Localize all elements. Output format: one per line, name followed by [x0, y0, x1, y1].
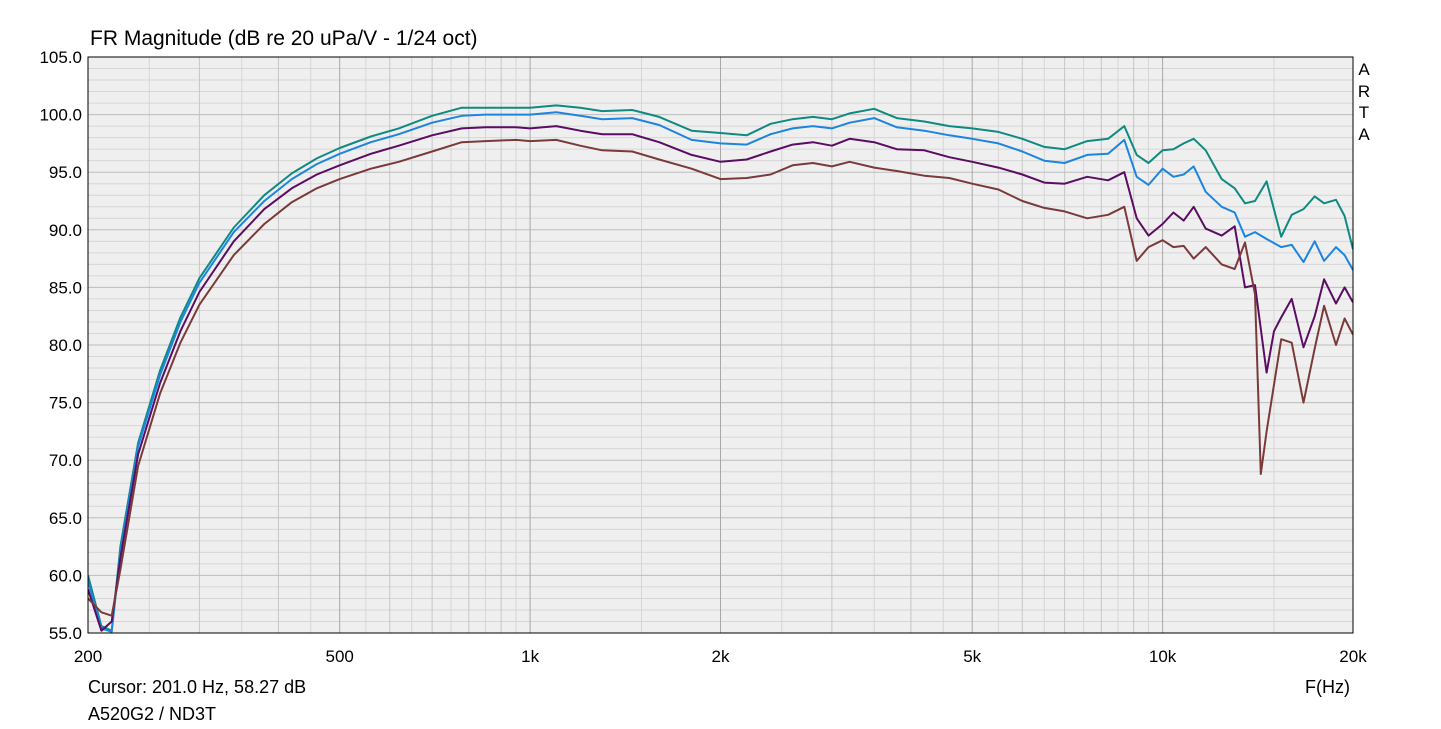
chart-title: FR Magnitude (dB re 20 uPa/V - 1/24 oct) [90, 27, 478, 50]
x-tick-label: 1k [521, 647, 539, 666]
x-axis-ticks: 200 500 1k 2k 5k 10k 20k [74, 647, 1367, 666]
y-tick-label: 65.0 [49, 509, 82, 528]
y-tick-label: 60.0 [49, 566, 82, 585]
watermark-letter: T [1358, 103, 1370, 122]
x-tick-label: 500 [326, 647, 354, 666]
x-axis-label: F(Hz) [1305, 677, 1350, 697]
watermark-letter: A [1358, 60, 1370, 79]
watermark-letter: R [1357, 81, 1371, 101]
measurement-label: A520G2 / ND3T [88, 704, 217, 724]
series-line-4 [88, 138, 1353, 617]
cursor-readout: Cursor: 201.0 Hz, 58.27 dB [88, 677, 307, 697]
plot-frame [87, 56, 1354, 634]
x-tick-label: 10k [1149, 647, 1177, 666]
x-tick-label: 5k [963, 647, 981, 666]
y-tick-label: 105.0 [39, 48, 82, 67]
x-tick-label: 2k [712, 647, 730, 666]
y-tick-label: 75.0 [49, 394, 82, 413]
series-line-1 [88, 104, 1353, 632]
y-tick-label: 90.0 [49, 221, 82, 240]
y-tick-label: 95.0 [49, 163, 82, 182]
y-tick-label: 85.0 [49, 278, 82, 297]
series-line-2 [88, 111, 1353, 633]
x-tick-label: 200 [74, 647, 102, 666]
series-line-3 [88, 125, 1353, 632]
y-tick-label: 55.0 [49, 624, 82, 643]
series-layer [88, 104, 1353, 633]
y-tick-label: 80.0 [49, 336, 82, 355]
y-axis-ticks: 55.0 60.0 65.0 70.0 75.0 80.0 85.0 90.0 95.0 100.… [39, 48, 82, 643]
y-tick-label: 70.0 [49, 451, 82, 470]
arta-watermark: A R T A [1357, 59, 1371, 145]
watermark-letter: A [1358, 124, 1370, 144]
x-tick-label: 20k [1339, 647, 1367, 666]
y-tick-label: 100.0 [39, 106, 82, 125]
